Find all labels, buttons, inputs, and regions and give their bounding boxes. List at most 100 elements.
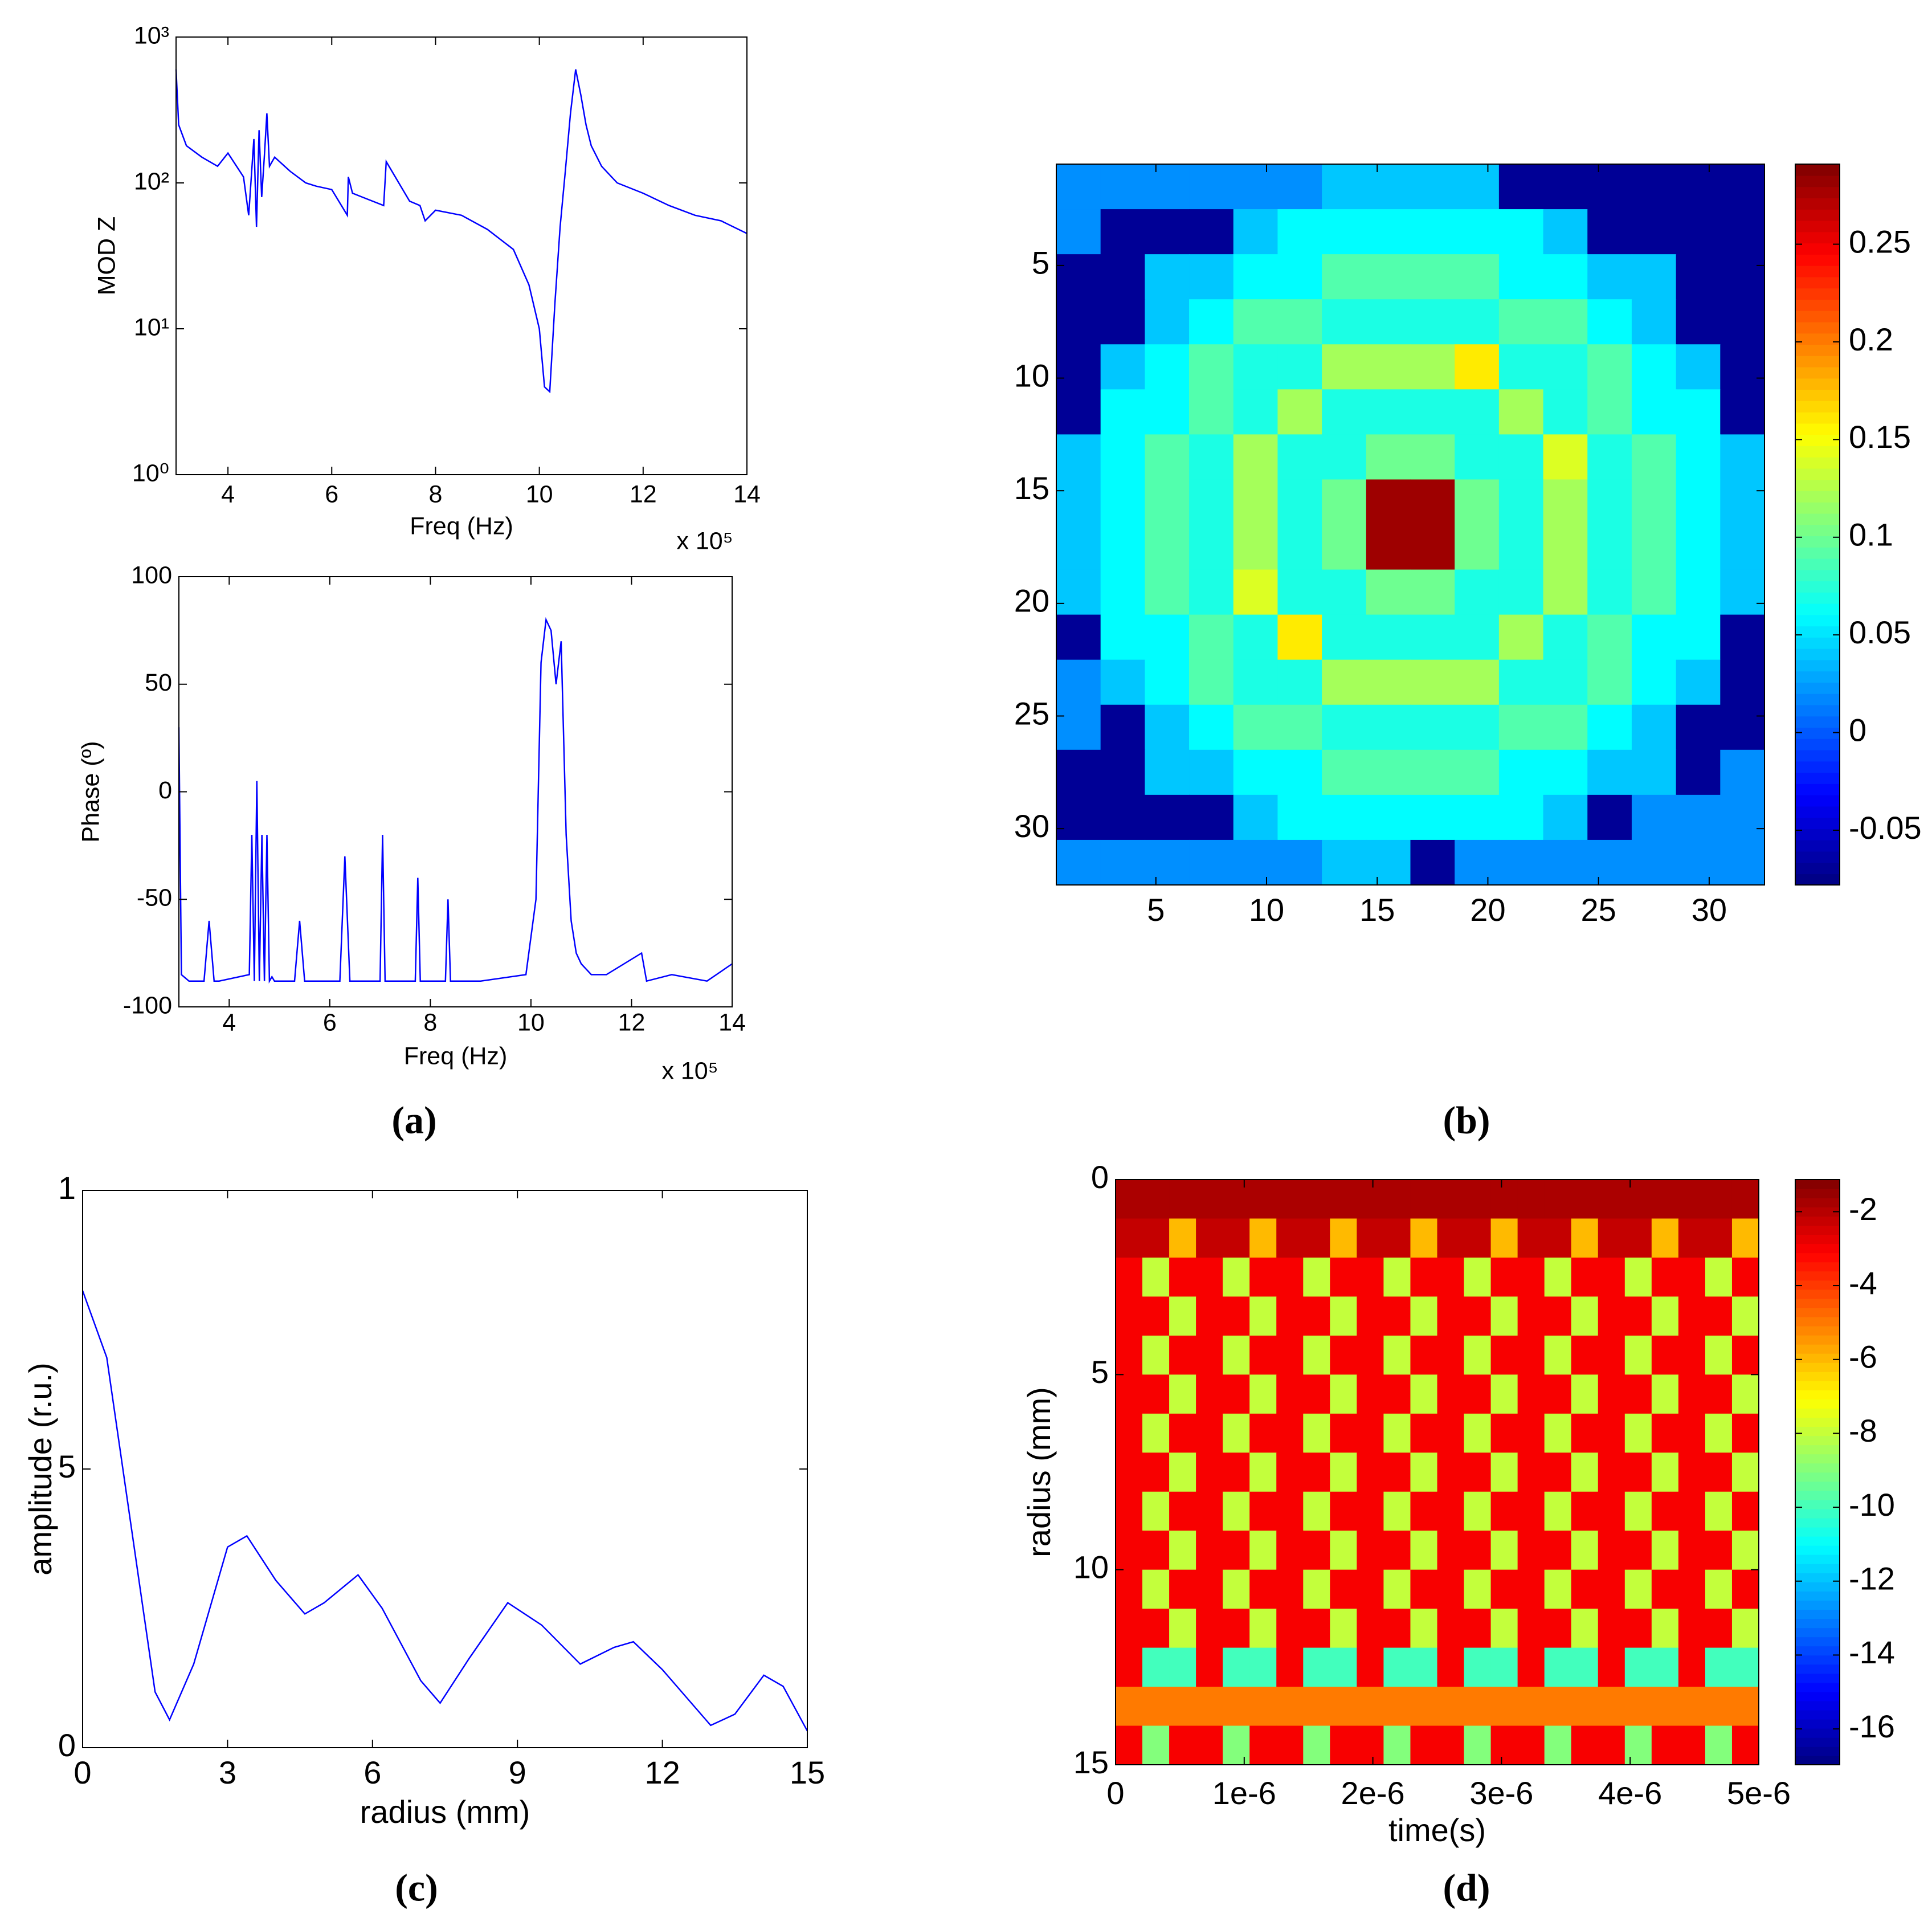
- colorbar-step: [1795, 1536, 1840, 1546]
- heat-cell: [1720, 254, 1765, 300]
- heat-cell: [1544, 1491, 1572, 1531]
- heat-cell: [1196, 1687, 1223, 1727]
- heat-cell: [1720, 299, 1765, 345]
- heat-cell: [1437, 1609, 1465, 1649]
- colorbar-step: [1795, 1719, 1840, 1729]
- heat-cell: [1189, 794, 1234, 840]
- chart: -2 -4 -6 -8 -10 -12 -14 -16 0 1e-6 2e-6 3e-6 4e-6 5e-…: [1021, 1159, 1895, 1848]
- heat-cell: [1276, 1257, 1304, 1297]
- colorbar-step: [1795, 299, 1840, 311]
- colorbar-step: [1795, 1426, 1840, 1437]
- heat-cell: [1330, 1687, 1358, 1727]
- heat-cell: [1303, 1218, 1331, 1258]
- colorbar-step: [1795, 1371, 1840, 1381]
- heat-cell: [1437, 1687, 1465, 1727]
- heat-cell: [1116, 1180, 1143, 1219]
- heat-cell: [1587, 794, 1632, 840]
- colorbar-tick-label: 0.25: [1849, 223, 1911, 259]
- heat-cell: [1543, 389, 1588, 435]
- y-tick-label: 5: [1091, 1354, 1109, 1390]
- colorbar-step: [1795, 243, 1840, 255]
- heat-cell: [1196, 1413, 1223, 1454]
- heat-cell: [1223, 1569, 1251, 1609]
- heat-cell: [1145, 164, 1190, 210]
- heat-cell: [1330, 1413, 1358, 1454]
- heat-cell: [1169, 1609, 1196, 1649]
- y-tick-label: -100: [123, 991, 172, 1019]
- heat-cell: [1303, 1452, 1331, 1492]
- heat-cell: [1330, 1491, 1358, 1531]
- heat-cell: [1544, 1257, 1572, 1297]
- heat-cell: [1455, 479, 1500, 525]
- colorbar-step: [1795, 1481, 1840, 1491]
- heat-cell: [1145, 794, 1190, 840]
- axes-frame: [1056, 164, 1765, 886]
- colorbar-tick-label: -8: [1849, 1413, 1877, 1448]
- heat-cell: [1720, 704, 1765, 750]
- heat-cell: [1116, 1335, 1143, 1376]
- heat-cell: [1517, 1569, 1545, 1609]
- heat-cell: [1056, 434, 1101, 480]
- heat-cell: [1517, 1180, 1545, 1219]
- heat-cell: [1678, 1257, 1706, 1297]
- heat-cell: [1322, 704, 1367, 750]
- heat-cell: [1720, 344, 1765, 390]
- heat-cell: [1322, 209, 1367, 255]
- heat-cell: [1410, 1180, 1438, 1219]
- heat-cell: [1169, 1374, 1196, 1414]
- heat-cell: [1357, 1218, 1384, 1258]
- heat-cell: [1705, 1218, 1733, 1258]
- heat-cell: [1366, 569, 1411, 615]
- heat-cell: [1116, 1531, 1143, 1570]
- heat-cell: [1624, 1296, 1652, 1336]
- heat-cell: [1410, 1491, 1438, 1531]
- colorbar-step: [1795, 1673, 1840, 1683]
- heat-cell: [1676, 164, 1721, 210]
- heat-cell: [1437, 1531, 1465, 1570]
- heat-cell: [1731, 1374, 1759, 1414]
- heat-cell: [1598, 1180, 1625, 1219]
- heat-cell: [1676, 704, 1721, 750]
- heat-cell: [1322, 299, 1367, 345]
- heat-cell: [1116, 1374, 1143, 1414]
- heat-cell: [1189, 524, 1234, 570]
- heat-cell: [1720, 749, 1765, 795]
- heat-cell: [1517, 1609, 1545, 1649]
- y-tick-label: 15: [1073, 1744, 1109, 1780]
- heat-cell: [1366, 659, 1411, 705]
- heat-cell: [1455, 839, 1500, 886]
- heat-cell: [1100, 299, 1146, 345]
- colorbar-step: [1795, 1307, 1840, 1317]
- heat-cell: [1169, 1452, 1196, 1492]
- heat-cell: [1410, 1569, 1438, 1609]
- heat-cell: [1100, 614, 1146, 660]
- colorbar-step: [1795, 1508, 1840, 1519]
- heat-cell: [1169, 1257, 1196, 1297]
- colorbar-step: [1795, 1646, 1840, 1656]
- heat-cell: [1676, 479, 1721, 525]
- heat-cell: [1651, 1725, 1679, 1765]
- heat-cell: [1056, 569, 1101, 615]
- heat-cell: [1498, 299, 1544, 345]
- heat-cell: [1169, 1531, 1196, 1570]
- heat-cell: [1498, 344, 1544, 390]
- heat-cell: [1624, 1374, 1652, 1414]
- heat-cell: [1357, 1296, 1384, 1336]
- heat-cell: [1142, 1335, 1170, 1376]
- heat-cell: [1322, 569, 1367, 615]
- heat-cell: [1587, 704, 1632, 750]
- heat-cell: [1169, 1491, 1196, 1531]
- heat-cell: [1383, 1725, 1411, 1765]
- heat-cell: [1624, 1180, 1652, 1219]
- heat-cell: [1464, 1180, 1492, 1219]
- heat-cell: [1056, 389, 1101, 435]
- heat-cell: [1631, 614, 1677, 660]
- heat-cell: [1598, 1374, 1625, 1414]
- colorbar-step: [1795, 659, 1840, 672]
- heat-cell: [1598, 1569, 1625, 1609]
- heat-cell: [1437, 1374, 1465, 1414]
- heat-cell: [1543, 839, 1588, 886]
- heat-cell: [1631, 479, 1677, 525]
- colorbar-step: [1795, 468, 1840, 480]
- heat-cell: [1587, 389, 1632, 435]
